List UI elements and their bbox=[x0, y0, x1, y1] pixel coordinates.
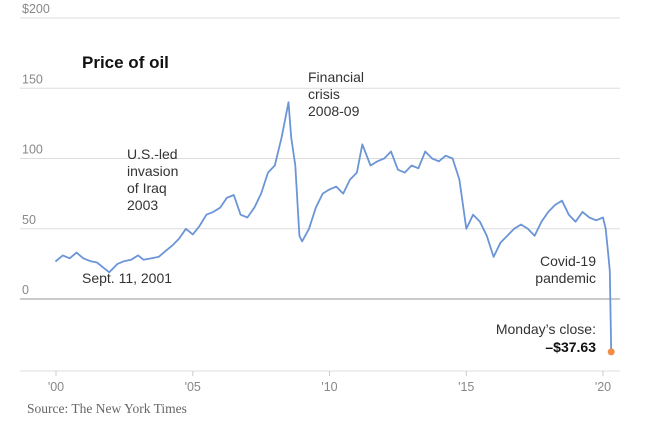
annotation-iraq-line-3: of Iraq bbox=[127, 180, 167, 196]
x-tick-label: '15 bbox=[458, 380, 474, 394]
chart-title: Price of oil bbox=[82, 53, 169, 72]
annotation-close-label: Monday’s close: bbox=[496, 321, 596, 337]
annotation-crisis-line-2: crisis bbox=[308, 86, 340, 102]
y-tick-label: 50 bbox=[22, 213, 36, 227]
grid bbox=[20, 17, 620, 372]
y-tick-label: 0 bbox=[22, 283, 29, 297]
x-tick-label: '05 bbox=[185, 380, 201, 394]
annotation-iraq-line-1: U.S.-led bbox=[127, 146, 178, 162]
price-series bbox=[55, 101, 613, 353]
annotation-covid-line-1: Covid-19 bbox=[540, 253, 596, 269]
x-tick-labels: '00 '05 '10 '15 '20 bbox=[48, 371, 611, 394]
annotation-monday-close: Monday’s close: –$37.63 bbox=[496, 321, 596, 355]
x-tick-label: '10 bbox=[321, 380, 337, 394]
x-tick-label: '20 bbox=[595, 380, 611, 394]
annotation-crisis-line-3: 2008-09 bbox=[308, 103, 360, 119]
source-note: Source: The New York Times bbox=[27, 401, 187, 416]
annotation-iraq-line-2: invasion bbox=[127, 163, 178, 179]
oil-price-line bbox=[55, 101, 613, 353]
monday-close-point bbox=[607, 348, 615, 356]
annotation-covid: Covid-19 pandemic bbox=[535, 253, 596, 286]
y-tick-label: 150 bbox=[22, 72, 43, 86]
annotation-sept-11: Sept. 11, 2001 bbox=[82, 270, 172, 286]
highlight-point-layer bbox=[607, 348, 615, 356]
y-tick-label: 100 bbox=[22, 143, 43, 157]
y-tick-label: $200 bbox=[22, 2, 50, 16]
y-tick-labels: $200 150 100 50 0 bbox=[22, 2, 50, 297]
x-tick-label: '00 bbox=[48, 380, 64, 394]
annotation-close-value: –$37.63 bbox=[545, 339, 596, 355]
annotation-iraq: U.S.-led invasion of Iraq 2003 bbox=[127, 146, 178, 213]
annotation-covid-line-2: pandemic bbox=[535, 270, 596, 286]
annotation-iraq-line-4: 2003 bbox=[127, 197, 158, 213]
annotation-financial-crisis: Financial crisis 2008-09 bbox=[308, 69, 364, 119]
annotation-crisis-line-1: Financial bbox=[308, 69, 364, 85]
